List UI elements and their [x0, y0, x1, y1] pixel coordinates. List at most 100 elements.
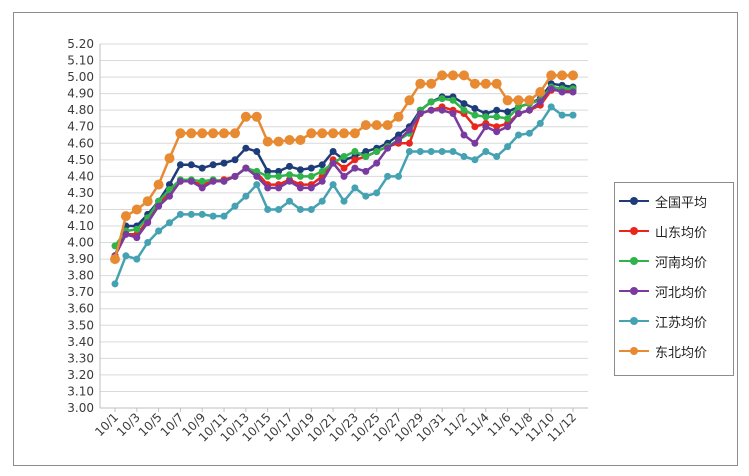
- data-point: [460, 153, 468, 160]
- legend-swatch: [619, 285, 649, 297]
- legend-swatch: [619, 345, 649, 357]
- y-tick-label: 3.50: [67, 318, 94, 332]
- y-tick-label: 4.30: [67, 186, 94, 200]
- data-point: [471, 156, 479, 164]
- data-point: [264, 172, 272, 180]
- data-point: [535, 87, 546, 97]
- data-point: [373, 189, 381, 197]
- y-tick-label: 3.80: [67, 269, 94, 283]
- data-point: [339, 128, 349, 139]
- data-point: [405, 148, 413, 155]
- data-point: [427, 148, 435, 155]
- data-point: [198, 164, 206, 172]
- data-point: [307, 184, 315, 192]
- data-point: [166, 219, 173, 227]
- data-point: [144, 219, 152, 227]
- data-point: [482, 123, 490, 131]
- legend: 全国平均 山东均价 河南均价 河北均价 江苏均价 东北均价: [614, 182, 734, 376]
- y-tick-label: 5.00: [67, 70, 94, 84]
- data-point: [546, 70, 557, 81]
- data-point: [329, 148, 337, 155]
- data-point: [296, 206, 304, 213]
- data-point: [558, 111, 566, 119]
- y-tick-label: 5.20: [67, 37, 94, 51]
- y-tick-label: 3.10: [67, 384, 94, 398]
- data-point: [349, 128, 360, 139]
- data-point: [264, 206, 272, 213]
- data-point: [176, 210, 184, 218]
- data-point: [187, 161, 195, 169]
- data-point: [164, 153, 175, 164]
- data-point: [220, 212, 228, 220]
- data-point: [262, 136, 273, 147]
- data-point: [471, 105, 479, 112]
- data-point: [340, 153, 348, 160]
- data-point: [296, 166, 304, 174]
- data-point: [416, 110, 424, 117]
- data-point: [449, 110, 457, 117]
- data-point: [284, 135, 295, 145]
- legend-swatch: [619, 315, 649, 327]
- data-point: [307, 206, 315, 213]
- data-point: [251, 111, 262, 122]
- data-point: [231, 202, 239, 210]
- data-point: [122, 252, 130, 260]
- data-point: [253, 167, 261, 175]
- x-tick-label: 10/7: [158, 410, 187, 439]
- data-point: [362, 167, 370, 175]
- data-point: [536, 119, 544, 127]
- data-point: [362, 148, 370, 155]
- data-point: [275, 167, 283, 175]
- y-tick-label: 3.60: [67, 302, 94, 316]
- data-point: [493, 153, 501, 160]
- data-point: [460, 131, 468, 139]
- data-point: [155, 202, 163, 210]
- y-tick-label: 4.50: [67, 153, 94, 167]
- y-tick-label: 4.10: [67, 219, 94, 233]
- data-point: [515, 103, 522, 111]
- data-point: [395, 172, 402, 180]
- data-point: [525, 129, 533, 137]
- data-point: [329, 181, 337, 189]
- data-point: [513, 95, 524, 106]
- legend-label: 全国平均: [655, 195, 708, 211]
- y-tick-label: 3.00: [67, 401, 94, 415]
- data-point: [404, 95, 415, 106]
- data-point: [253, 172, 261, 180]
- legend-swatch: [619, 225, 649, 237]
- legend-item: 江苏均价: [619, 311, 707, 331]
- x-tick-label: 11/2: [441, 410, 470, 439]
- y-tick-label: 4.60: [67, 136, 94, 150]
- data-point: [371, 120, 382, 131]
- data-point: [306, 128, 317, 139]
- y-tick-label: 4.00: [67, 236, 94, 250]
- legend-item: 河北均价: [619, 281, 707, 301]
- data-point: [438, 148, 446, 155]
- data-point: [469, 78, 480, 89]
- data-point: [307, 164, 315, 172]
- data-point: [491, 78, 502, 89]
- data-point: [460, 106, 468, 114]
- x-tick-label: 10/3: [114, 410, 143, 439]
- data-point: [295, 135, 306, 145]
- data-point: [317, 128, 328, 139]
- data-point: [427, 98, 435, 106]
- data-point: [384, 172, 392, 180]
- data-point: [504, 115, 512, 122]
- data-point: [393, 111, 404, 122]
- data-point: [275, 206, 283, 213]
- data-point: [253, 181, 261, 189]
- data-point: [460, 100, 468, 108]
- data-point: [219, 128, 229, 139]
- legend-label: 山东均价: [655, 225, 708, 241]
- data-point: [175, 128, 186, 139]
- data-point: [273, 136, 284, 147]
- data-point: [568, 70, 578, 81]
- data-point: [515, 110, 522, 117]
- y-tick-label: 4.90: [67, 87, 94, 101]
- legend-item: 山东均价: [619, 221, 707, 241]
- data-point: [504, 143, 512, 151]
- x-tick-label: 11/6: [485, 410, 514, 439]
- data-point: [525, 106, 533, 114]
